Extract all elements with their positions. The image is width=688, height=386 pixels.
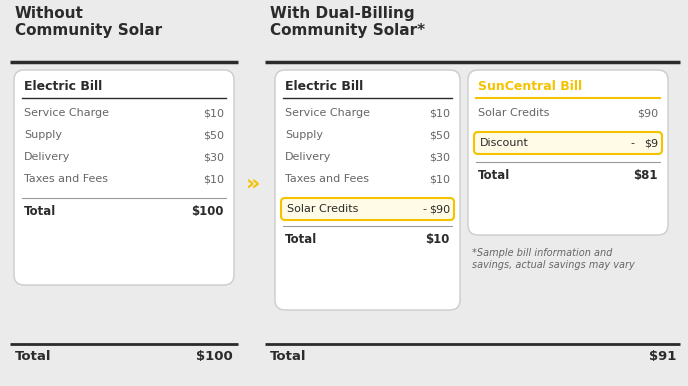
Text: Total: Total — [24, 205, 56, 218]
Text: $9: $9 — [644, 138, 658, 148]
FancyBboxPatch shape — [14, 70, 234, 285]
Text: $10: $10 — [429, 174, 450, 184]
FancyBboxPatch shape — [468, 70, 668, 235]
Text: $10: $10 — [203, 108, 224, 118]
Text: $50: $50 — [429, 130, 450, 140]
Text: SunCentral Bill: SunCentral Bill — [478, 80, 582, 93]
FancyBboxPatch shape — [474, 132, 662, 154]
Text: Electric Bill: Electric Bill — [285, 80, 363, 93]
Text: Total: Total — [478, 169, 510, 182]
Text: $50: $50 — [203, 130, 224, 140]
Text: Supply: Supply — [24, 130, 62, 140]
Text: *Sample bill information and
savings, actual savings may vary: *Sample bill information and savings, ac… — [472, 248, 635, 269]
Text: Solar Credits: Solar Credits — [287, 204, 358, 214]
Text: $90: $90 — [429, 204, 450, 214]
Text: $100: $100 — [191, 205, 224, 218]
Text: Discount: Discount — [480, 138, 529, 148]
Text: Electric Bill: Electric Bill — [24, 80, 103, 93]
Text: Taxes and Fees: Taxes and Fees — [24, 174, 108, 184]
Text: Total: Total — [285, 233, 317, 246]
Text: Supply: Supply — [285, 130, 323, 140]
FancyBboxPatch shape — [281, 198, 454, 220]
Text: Taxes and Fees: Taxes and Fees — [285, 174, 369, 184]
FancyBboxPatch shape — [275, 70, 460, 310]
Text: Service Charge: Service Charge — [24, 108, 109, 118]
Text: »: » — [246, 173, 260, 193]
Text: Delivery: Delivery — [285, 152, 332, 162]
Text: $81: $81 — [634, 169, 658, 182]
Text: $90: $90 — [637, 108, 658, 118]
Text: Total: Total — [270, 350, 306, 363]
Text: $30: $30 — [203, 152, 224, 162]
Text: Total: Total — [15, 350, 52, 363]
Text: Service Charge: Service Charge — [285, 108, 370, 118]
Text: Without
Community Solar: Without Community Solar — [15, 6, 162, 38]
Text: $10: $10 — [429, 108, 450, 118]
Text: $10: $10 — [426, 233, 450, 246]
Text: $10: $10 — [203, 174, 224, 184]
Text: -: - — [630, 138, 634, 148]
Text: $91: $91 — [649, 350, 676, 363]
Text: Delivery: Delivery — [24, 152, 70, 162]
Text: -: - — [422, 204, 426, 214]
Text: With Dual-Billing
Community Solar*: With Dual-Billing Community Solar* — [270, 6, 425, 38]
Text: $30: $30 — [429, 152, 450, 162]
Text: $100: $100 — [196, 350, 233, 363]
Text: Solar Credits: Solar Credits — [478, 108, 550, 118]
